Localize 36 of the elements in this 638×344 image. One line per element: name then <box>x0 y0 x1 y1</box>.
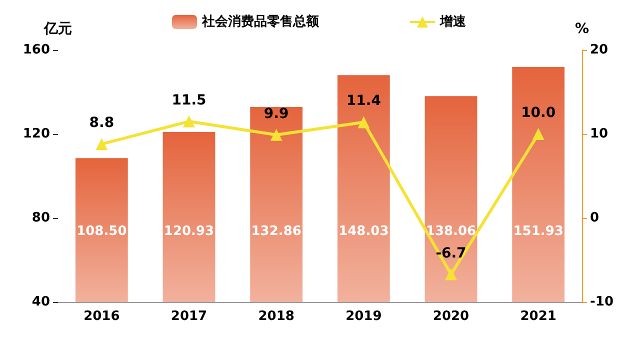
x-tick-label: 2016 <box>84 309 120 324</box>
legend-label: 社会消费品零售总额 <box>201 14 320 30</box>
y2-tick-label: 0 <box>590 210 600 226</box>
data-label: 11.5 <box>172 92 206 108</box>
data-label: 151.93 <box>513 224 564 239</box>
data-label: 148.03 <box>338 224 389 239</box>
data-label: 120.93 <box>164 224 214 239</box>
point <box>270 128 282 141</box>
data-label: 138.06 <box>426 224 476 239</box>
y2-tick-label: -10 <box>590 294 614 310</box>
y-tick-label: 160 <box>22 42 50 58</box>
data-label: -6.7 <box>436 245 466 262</box>
y-tick-label: 80 <box>32 210 50 226</box>
y2-tick-label: 20 <box>590 42 608 58</box>
point <box>532 128 544 140</box>
data-label: 10.0 <box>521 105 556 121</box>
data-label: 9.9 <box>264 106 289 122</box>
point <box>445 268 457 280</box>
y2-axis-title: % <box>574 21 590 37</box>
point <box>96 138 108 150</box>
y-tick-label: 120 <box>22 126 50 142</box>
y-tick-label: 40 <box>32 294 50 310</box>
data-label: 8.8 <box>89 115 114 132</box>
x-tick-label: 2017 <box>170 309 208 324</box>
legend-label: 增速 <box>439 14 467 30</box>
x-tick-label: 2019 <box>346 309 382 324</box>
point <box>183 115 195 128</box>
data-label: 132.86 <box>251 224 302 239</box>
data-label: 11.4 <box>346 93 382 110</box>
x-tick-label: 2021 <box>520 309 556 324</box>
x-tick-label: 2020 <box>432 309 470 324</box>
point <box>358 116 370 128</box>
data-label: 108.50 <box>76 224 127 239</box>
x-tick-label: 2018 <box>258 309 294 324</box>
y-axis-title: 亿元 <box>43 21 72 37</box>
y2-tick-label: 10 <box>590 126 608 142</box>
